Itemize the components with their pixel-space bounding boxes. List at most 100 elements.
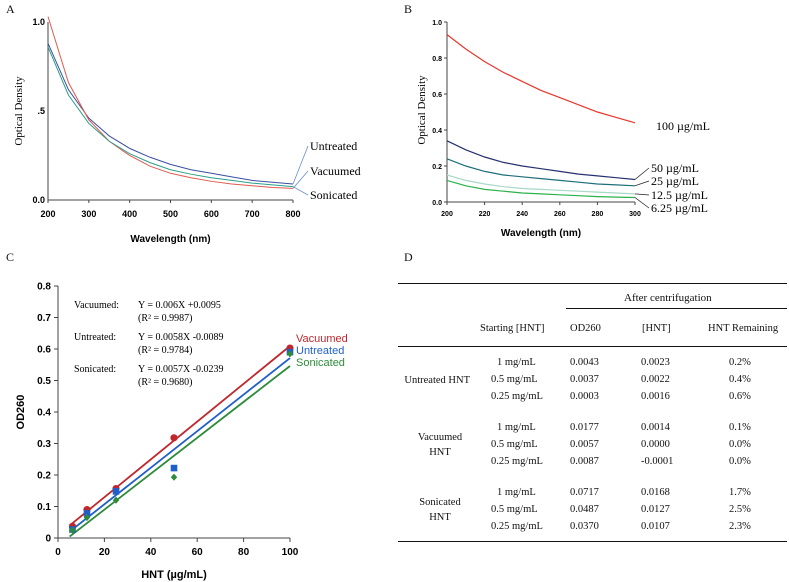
x-tick-label: 600	[204, 209, 219, 219]
equation-label: Untreated:	[74, 332, 116, 343]
x-tick-label: 60	[192, 547, 204, 558]
equation-label: Sonicated:	[74, 364, 116, 375]
table-cell: 0.0014	[641, 422, 670, 433]
table-cell: 0.0127	[641, 504, 670, 515]
y-tick-label: 1.0	[432, 20, 442, 27]
y-tick-label: 0.8	[432, 56, 442, 63]
table-cell: 0.0087	[570, 456, 599, 467]
table-cell: 1 mg/mL	[497, 487, 536, 498]
table-cell: 0.0%	[729, 439, 751, 450]
table-cell: 1.7%	[729, 487, 751, 498]
y-tick-label: 0.6	[432, 92, 442, 99]
table-cell: 0.1%	[729, 422, 751, 433]
table-cell: 2.3%	[729, 521, 751, 532]
legend-leader	[634, 197, 650, 209]
y-tick-label: .5	[37, 106, 45, 116]
chart-a: 200 300 400 500 600 700 800 0.0 .5 1.0 Untreated Va…	[13, 16, 361, 245]
y-tick-label: 0.4	[37, 408, 51, 419]
table-cell: 0.0370	[570, 521, 599, 532]
table-cell: 0.5 mg/mL	[491, 504, 538, 515]
table-cell: 0.0003	[570, 391, 599, 402]
table-cell: 0.6%	[729, 391, 751, 402]
legend-label: 100 µg/mL	[656, 119, 710, 133]
table-cell: 0.0022	[641, 374, 670, 385]
y-tick-label: 1.0	[32, 17, 45, 27]
table-cell: 0.25 mg/mL	[491, 456, 543, 467]
chart-c: 0 20 40 60 80 100 0 0.1 0.2 0.3 0.4 0.5 0.6 0.7 0.8 Vac…	[15, 282, 348, 582]
fit-line	[69, 365, 291, 538]
series-line-untreated	[47, 43, 294, 185]
x-tick-label: 300	[81, 209, 96, 219]
table-bottom-rule	[398, 541, 787, 542]
y-tick-label: 0.6	[37, 345, 51, 356]
equation-text: Y = 0.0058X -0.0089	[138, 332, 224, 343]
group-name: Vacuumed	[417, 432, 463, 443]
table-cell: 0.4%	[729, 374, 751, 385]
y-tick-label: 0.0	[32, 195, 45, 205]
data-point	[170, 473, 178, 481]
legend-leader	[292, 170, 309, 189]
y-tick-label: 0.2	[37, 471, 51, 482]
x-tick-label: 300	[629, 211, 641, 218]
x-tick-label: 40	[145, 547, 157, 558]
table-cell: 0.0023	[641, 357, 670, 368]
data-point	[112, 496, 120, 504]
x-tick-label: 280	[592, 211, 604, 218]
y-tick-label: 0.8	[37, 282, 51, 293]
chart-b: 200 220 240 260 280 300 0.0 0.2 0.4 0.6 0.8 1.0 100 …	[416, 20, 710, 239]
panel-label-c: C	[6, 250, 15, 264]
group-name: HNT	[429, 447, 451, 458]
y-axis-title: OD260	[15, 395, 27, 430]
series-line	[446, 34, 636, 124]
group-name: HNT	[429, 512, 451, 523]
x-tick-label: 220	[479, 211, 491, 218]
table-cell: 2.5%	[729, 504, 751, 515]
x-tick-label: 500	[163, 209, 178, 219]
table-cell: 0.0000	[641, 439, 670, 450]
column-header: Starting [HNT]	[480, 323, 545, 334]
legend-label: Untreated	[310, 139, 357, 153]
y-tick-label: 0.4	[432, 128, 442, 135]
x-tick-label: 260	[554, 211, 566, 218]
equation-text: Y = 0.006X +0.0095	[138, 300, 221, 311]
panel-label-b: B	[404, 2, 413, 16]
table-cell: 0.0107	[641, 521, 670, 532]
table-cell: -0.0001	[641, 456, 674, 467]
x-tick-label: 200	[441, 211, 453, 218]
legend-leader	[292, 186, 309, 196]
x-axis-title: Wavelength (nm)	[501, 228, 581, 239]
y-axis-title: Optical Density	[13, 76, 25, 146]
header-bottom-rule	[398, 346, 787, 347]
x-tick-label: 240	[516, 211, 528, 218]
x-tick-label: 700	[245, 209, 260, 219]
table-cell: 1 mg/mL	[497, 357, 536, 368]
series-line	[446, 179, 636, 199]
series-label: Sonicated	[296, 357, 345, 369]
legend-label: 6.25 µg/mL	[651, 201, 708, 215]
y-tick-label: 0.1	[37, 502, 51, 513]
table-cell: 0.0043	[570, 357, 599, 368]
x-tick-label: 0	[55, 547, 61, 558]
legend-label: 50 µg/mL	[651, 161, 699, 175]
table-cell: 0.25 mg/mL	[491, 391, 543, 402]
series-line	[446, 158, 636, 187]
equation-label: Vacuumed:	[74, 300, 119, 311]
series-label: Untreated	[296, 345, 344, 357]
y-tick-label: 0.0	[432, 200, 442, 207]
y-tick-label: 0.7	[37, 313, 51, 324]
x-axis-title: HNT (µg/mL)	[141, 569, 207, 581]
x-tick-label: 80	[238, 547, 250, 558]
panel-label-a: A	[6, 2, 15, 16]
y-tick-label: 0.3	[37, 439, 51, 450]
table-top-rule	[398, 283, 787, 284]
x-tick-label: 20	[99, 547, 111, 558]
legend-label: 12.5 µg/mL	[651, 188, 708, 202]
data-point	[83, 510, 91, 517]
fit-line	[69, 345, 291, 527]
table-cell: 0.25 mg/mL	[491, 521, 543, 532]
legend-label: Vacuumed	[310, 164, 361, 178]
series-line-vacuumed	[47, 16, 294, 189]
series-line-sonicated	[47, 46, 294, 188]
series-line	[446, 174, 636, 195]
y-axis-title: Optical Density	[416, 75, 428, 145]
